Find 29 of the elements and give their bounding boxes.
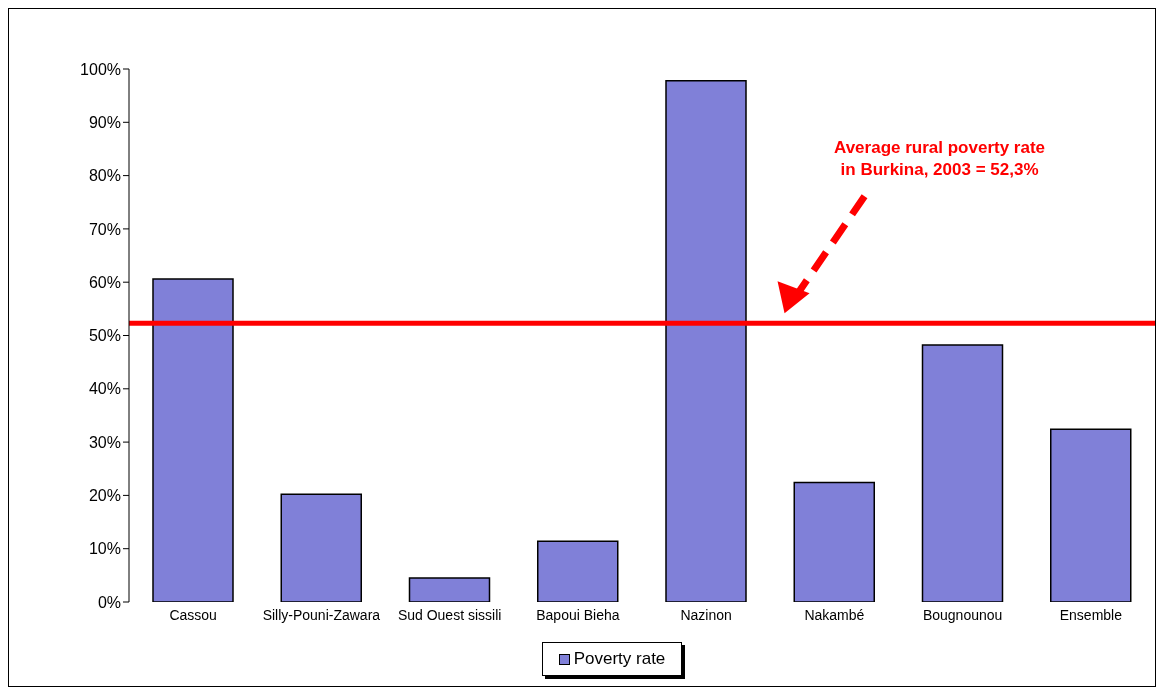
x-tick-label: Bougnounou: [922, 606, 1003, 623]
y-tick-label: 70%: [88, 220, 121, 238]
bar: [152, 278, 234, 602]
bar: [537, 540, 619, 602]
x-tick-label: Cassou: [169, 606, 217, 623]
y-tick-label: 0%: [97, 593, 121, 611]
y-tick-label: 100%: [80, 60, 121, 78]
y-tick-label: 90%: [88, 113, 121, 131]
x-tick-label: Ensemble: [1059, 606, 1123, 623]
x-tick-label: Nazinon: [680, 606, 732, 623]
bar: [921, 344, 1004, 602]
y-tick-label: 30%: [88, 433, 121, 451]
y-tick-label: 20%: [88, 487, 121, 505]
y-tick-label: 60%: [88, 273, 121, 291]
x-tick-label: Bapoui Bieha: [536, 606, 620, 623]
y-tick-label: 50%: [88, 327, 121, 345]
y-tick-label: 40%: [88, 380, 121, 398]
bar: [280, 493, 362, 602]
bar: [1050, 428, 1132, 602]
bar: [665, 79, 747, 602]
y-tick-label: 10%: [88, 540, 121, 558]
legend-label: Poverty rate: [572, 649, 666, 669]
x-tick-label: Sud Ouest sissili: [397, 606, 502, 623]
bar: [408, 577, 491, 602]
x-tick-label: Nakambé: [804, 606, 865, 623]
x-tick-label: Silly-Pouni-Zawara: [262, 606, 381, 623]
ref-line-label: Average rural poverty rate in Burkina, 2003 = 52,3%: [834, 138, 1046, 180]
y-tick-label: 80%: [88, 167, 121, 185]
bar: [793, 481, 875, 602]
